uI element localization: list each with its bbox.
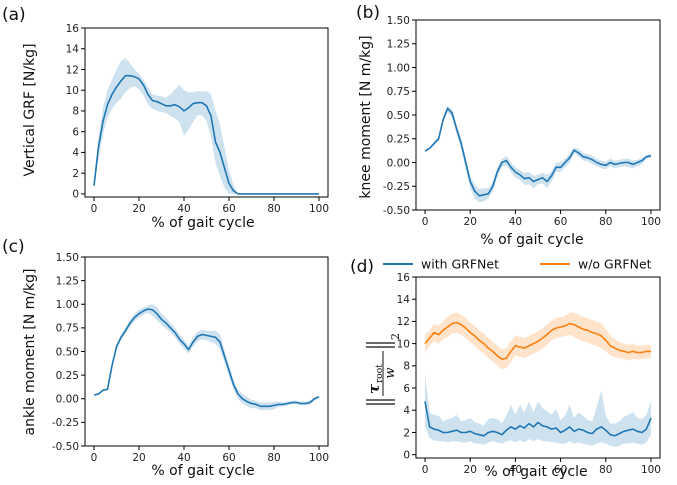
y-tick-label: -0.50	[52, 441, 79, 453]
y-tick-label: 0.50	[56, 346, 79, 358]
y-tick-label: 10	[66, 85, 79, 97]
x-tick-label: 20	[464, 464, 477, 476]
y-tick-label: -0.50	[383, 205, 410, 217]
plot-frame	[84, 27, 329, 198]
x-axis-title: % of gait cycle	[151, 215, 254, 231]
y-tick-label: 12	[397, 316, 410, 328]
x-tick-label: 60	[554, 464, 567, 476]
x-tick-label: 60	[554, 216, 567, 228]
confidence-band-1	[425, 374, 651, 447]
y-tick-label: 0.75	[387, 86, 410, 98]
y-tick-label: 4	[403, 405, 410, 417]
y-axis-title: Vertical GRF [N/kg]	[22, 43, 38, 176]
y-tick-label: 0	[72, 189, 79, 201]
denominator: w	[383, 367, 398, 378]
y-tick-label: 6	[72, 126, 79, 138]
y-tick-label: 14	[397, 294, 411, 306]
panel-a: (a) 0 20 40 60 80 100 0 2 4 6 8 10 12 14 16 % of gait cy…	[2, 5, 329, 231]
x-tick-label: 0	[91, 452, 98, 464]
x-tick-label: 20	[132, 203, 145, 215]
y-tick-label: 0	[403, 449, 410, 461]
y-tick-label: 1.00	[56, 299, 79, 311]
x-tick-label: 100	[641, 216, 661, 228]
tau-symbol: τ	[365, 383, 383, 394]
x-tick-label: 40	[509, 216, 522, 228]
legend-entry: with GRFNet	[421, 257, 499, 272]
y-tick-label: 6	[403, 383, 410, 395]
panel-label: (c)	[2, 237, 25, 257]
x-tick-label: 40	[177, 452, 190, 464]
x-tick-label: 80	[599, 464, 612, 476]
y-tick-label: 1.50	[387, 15, 410, 27]
y-tick-label: 8	[403, 361, 410, 373]
y-tick-label: 0.50	[387, 110, 410, 122]
y-tick-label: 0.25	[387, 134, 410, 146]
panel-b: (b) 0 20 40 60 80 100 -0.50 -0.25 0.00 0.25 0.50 0.7…	[356, 3, 661, 248]
y-tick-label: 0.25	[56, 370, 79, 382]
x-tick-label: 100	[309, 203, 329, 215]
plot-frame	[415, 276, 661, 459]
x-tick-label: 100	[309, 452, 329, 464]
x-tick-label: 80	[267, 203, 280, 215]
x-axis-title: % of gait cycle	[480, 232, 583, 248]
plot-frame	[84, 256, 329, 447]
y-tick-label: 16	[66, 23, 80, 35]
y-tick-label: 1.00	[387, 62, 410, 74]
norm-subscript: 2	[389, 333, 402, 340]
series-line-1	[424, 401, 652, 437]
y-tick-label: 12	[66, 64, 79, 76]
y-tick-label: -0.25	[383, 181, 410, 193]
panel-c: (c) 0 20 40 60 80 100 -0.50 -0.25 0.00 0.25 0.50 0.7…	[2, 237, 329, 479]
y-tick-label: 8	[72, 106, 79, 118]
x-tick-label: 0	[422, 464, 429, 476]
y-tick-label: 2	[403, 427, 410, 439]
series-line-2	[424, 321, 651, 360]
legend: with GRFNet w/o GRFNet	[383, 257, 652, 272]
y-tick-label: 14	[66, 44, 80, 56]
y-tick-label: 0.75	[56, 323, 79, 335]
panel-label: (a)	[2, 5, 26, 25]
panel-label: (d)	[350, 257, 374, 277]
x-axis-title: % of gait cycle	[484, 464, 587, 480]
x-tick-label: 80	[267, 452, 280, 464]
x-tick-label: 0	[91, 203, 98, 215]
confidence-band-1	[94, 304, 319, 411]
y-axis-title: knee moment [N m/kg]	[358, 35, 374, 198]
series-line-1	[93, 74, 319, 195]
y-tick-label: 1.25	[387, 39, 410, 51]
x-tick-label: 60	[222, 452, 235, 464]
y-tick-label: 10	[397, 338, 410, 350]
y-tick-label: 4	[72, 147, 79, 159]
y-tick-label: 16	[397, 272, 411, 284]
x-tick-label: 40	[177, 203, 190, 215]
y-tick-label: 2	[72, 168, 79, 180]
y-axis-title: ankle moment [N m/kg]	[22, 269, 38, 436]
y-tick-label: 1.50	[56, 252, 79, 264]
y-tick-label: 0.00	[387, 157, 410, 169]
x-axis-title: % of gait cycle	[151, 463, 254, 479]
tau-subscript: root	[375, 364, 385, 383]
y-tick-label: 1.25	[56, 275, 79, 287]
series-line-1	[424, 107, 652, 197]
confidence-band-1	[94, 58, 319, 194]
legend-entry: w/o GRFNet	[578, 257, 652, 272]
y-tick-label: 0.00	[56, 394, 79, 406]
x-tick-label: 40	[509, 464, 522, 476]
confidence-band-1	[425, 105, 651, 203]
panel-d: (d) 0 20 40 60 80 100 0 2 4 6 8 10 12 14 16 % of gait cy…	[350, 257, 661, 481]
x-tick-label: 20	[464, 216, 477, 228]
series-line-1	[93, 308, 320, 408]
y-tick-label: -0.25	[52, 417, 79, 429]
x-tick-label: 0	[422, 216, 429, 228]
x-tick-label: 20	[132, 452, 145, 464]
x-tick-label: 80	[599, 216, 612, 228]
panel-label: (b)	[356, 3, 380, 23]
x-tick-label: 100	[641, 464, 661, 476]
x-tick-label: 60	[222, 203, 235, 215]
